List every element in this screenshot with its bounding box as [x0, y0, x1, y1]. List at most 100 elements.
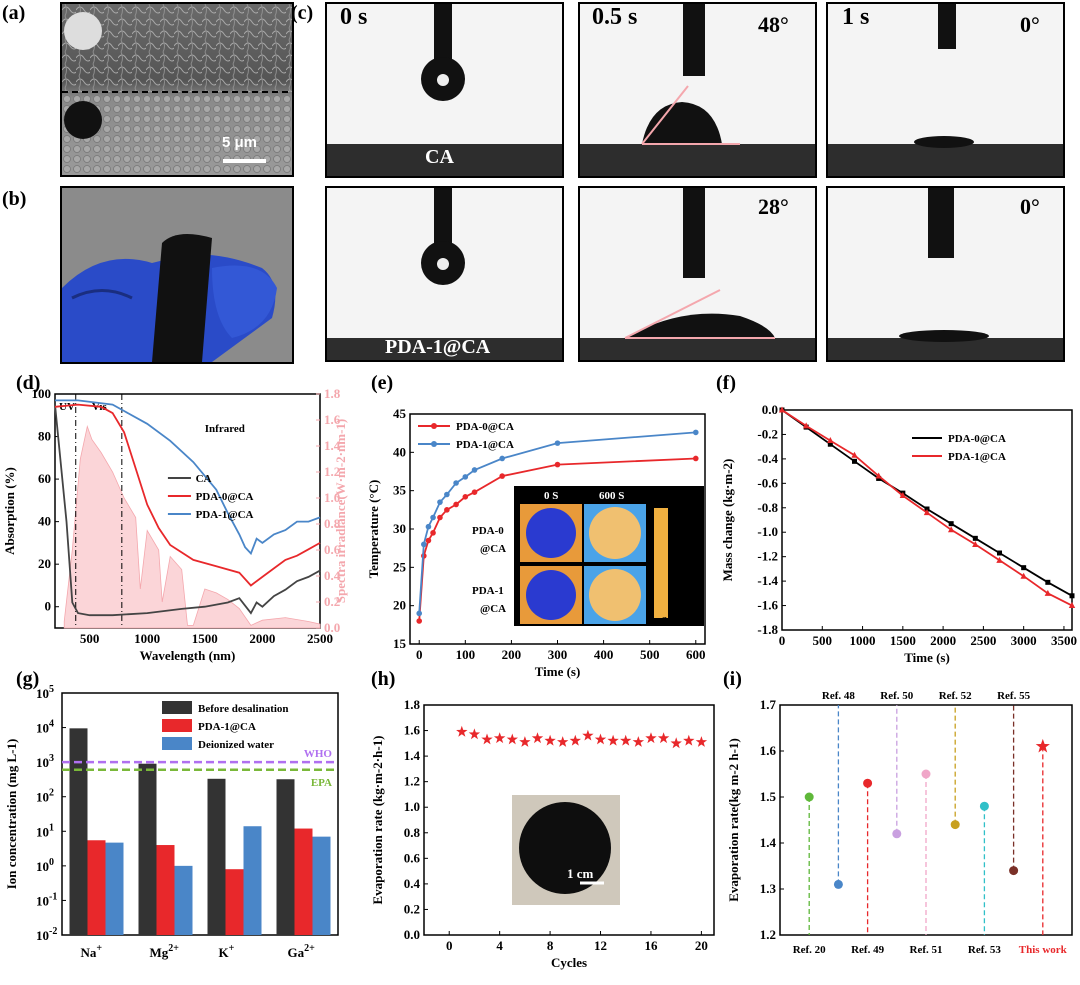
data-point [948, 521, 954, 527]
panel-label-e: (e) [371, 372, 394, 394]
y-tick-label: 1.2 [760, 927, 776, 942]
data-point [620, 734, 632, 746]
data-point [594, 733, 607, 745]
color-scale [654, 508, 668, 618]
data-point [462, 494, 469, 500]
reference-label: EPA [311, 777, 332, 789]
needle [683, 188, 705, 278]
y2-tick-label: 0.0 [324, 620, 340, 635]
category-label: Ref. 20 [793, 944, 826, 956]
data-point [670, 737, 682, 749]
data-point [851, 451, 858, 458]
data-point [453, 480, 459, 486]
y2-tick-label: 1.8 [324, 386, 341, 401]
y-tick-label: 1.3 [760, 881, 777, 896]
y-tick-label: -1.6 [757, 598, 778, 613]
data-point [921, 769, 931, 779]
membrane-photo [60, 186, 294, 364]
data-point [569, 734, 581, 746]
sample-label-ca: CA [425, 146, 454, 168]
data-point [471, 467, 478, 473]
data-point [683, 734, 695, 746]
droplet-film [899, 330, 989, 342]
panel-label-d: (d) [16, 372, 41, 394]
data-point [425, 523, 432, 530]
data-point [947, 526, 955, 533]
x-tick-label: 1500 [192, 631, 218, 646]
panel-label-h: (h) [371, 668, 396, 690]
data-point [1045, 579, 1051, 585]
legend-label: PDA-0@CA [196, 491, 254, 503]
data-point [430, 514, 436, 521]
legend-label: PDA-1@CA [198, 721, 256, 733]
legend-swatch [162, 701, 192, 714]
y-tick-label: 15 [393, 636, 407, 651]
y2-tick-label: 0.6 [324, 542, 341, 557]
series-line-1 [418, 431, 696, 614]
bar [312, 836, 331, 935]
y-tick-label: -0.4 [757, 451, 778, 466]
tangent-line [624, 289, 721, 339]
contact-angle-frame [826, 2, 1065, 178]
y2-tick-label: 1.6 [324, 412, 341, 427]
data-point [531, 732, 544, 744]
contact-angle-frame [325, 2, 564, 178]
category-label: This work [1019, 944, 1068, 956]
x-axis-label: Time (s) [904, 650, 950, 665]
bar [225, 869, 244, 935]
y-tick-label: 20 [393, 598, 406, 613]
data-point [544, 734, 556, 746]
series-line-0 [54, 404, 321, 617]
y-tick-label: 100 [32, 386, 52, 401]
y-tick-label: 0.8 [404, 825, 421, 840]
y-tick-label: 0.4 [404, 876, 421, 891]
data-point [827, 441, 833, 447]
contact-angle-value: 0° [1020, 194, 1040, 219]
y-tick-label: 0.0 [762, 402, 778, 417]
legend-swatch [162, 737, 192, 750]
bar [294, 828, 313, 935]
data-point [997, 550, 1002, 556]
bar [138, 763, 157, 935]
data-point [1021, 565, 1027, 571]
data-point [1044, 589, 1052, 596]
x-tick-label: 500 [640, 647, 660, 662]
needle [683, 4, 705, 76]
y-tick-label: 1.8 [404, 697, 421, 712]
x-tick-label: 300 [548, 647, 568, 662]
data-point [416, 618, 423, 624]
x-tick-label: 16 [644, 938, 658, 953]
y-tick-label: 102 [36, 788, 54, 805]
data-point [1009, 866, 1019, 876]
x-tick-label: 12 [594, 938, 607, 953]
data-point [875, 472, 882, 479]
data-point [996, 556, 1003, 563]
y2-tick-label: 1.0 [324, 490, 340, 505]
y-tick-label: -0.2 [757, 426, 778, 441]
x-tick-label: 500 [813, 633, 833, 648]
contact-angle-frame [826, 186, 1065, 362]
y-tick-label: -1.0 [757, 524, 778, 539]
region-label-infrared: Infrared [205, 423, 245, 435]
x-tick-label: 20 [695, 938, 708, 953]
y-tick-label: 1.6 [404, 723, 421, 738]
data-point [468, 728, 481, 740]
contact-angle-frame [325, 186, 564, 362]
category-label: Ref. 53 [968, 944, 1001, 956]
frame-drawing [580, 4, 815, 176]
inset-col-label: 600 S [599, 490, 624, 502]
frame-drawing [828, 4, 1063, 176]
legend-marker [431, 423, 437, 429]
y-axis-label: Absorption (%) [2, 467, 17, 555]
needle [938, 4, 956, 49]
substrate [580, 338, 815, 360]
y-axis-label: Ion concentration (mg L-1) [4, 739, 19, 890]
x-tick-label: 3000 [1011, 633, 1037, 648]
contact-angle-value: 48° [758, 12, 789, 37]
panel-label-a: (a) [2, 2, 26, 24]
data-point [923, 509, 931, 516]
data-point [499, 473, 505, 479]
panel-label-i: (i) [723, 668, 742, 690]
droplet-highlight [437, 74, 449, 86]
series-line-1 [54, 403, 321, 587]
